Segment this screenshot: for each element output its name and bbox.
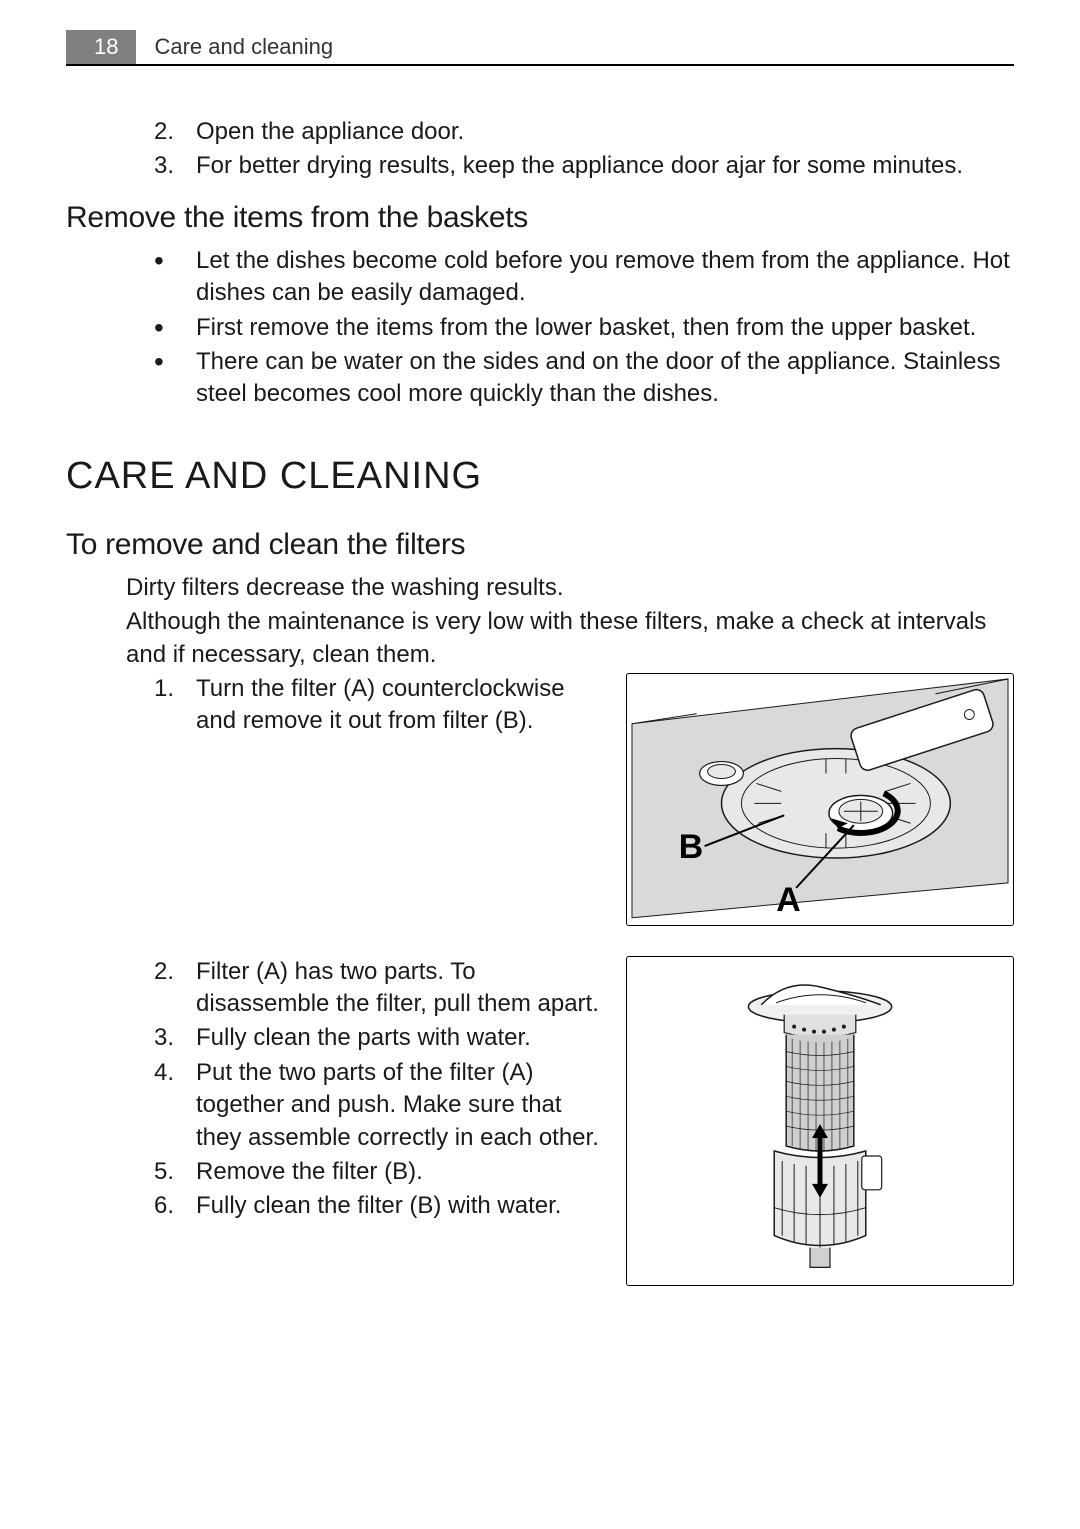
list-item: • Let the dishes become cold before you … [154, 245, 1014, 310]
section-heading-filters: To remove and clean the filters [66, 528, 1014, 562]
item-number: 4. [154, 1057, 196, 1154]
figure-label-a: A [776, 881, 800, 919]
page-root: 18 Care and cleaning 2. Open the applian… [0, 0, 1080, 1286]
item-text: Let the dishes become cold before you re… [196, 245, 1014, 310]
item-number: 6. [154, 1190, 196, 1222]
header-title: Care and cleaning [136, 30, 333, 64]
page-header: 18 Care and cleaning [66, 30, 1014, 66]
item-number: 1. [154, 673, 196, 738]
content-area: 2. Open the appliance door. 3. For bette… [66, 116, 1014, 183]
baskets-content: • Let the dishes become cold before you … [66, 245, 1014, 411]
main-heading: CARE AND CLEANING [66, 455, 1014, 498]
list-item: 3. Fully clean the parts with water. [154, 1022, 606, 1054]
list-item: 2. Open the appliance door. [154, 116, 1014, 148]
section-heading-baskets: Remove the items from the baskets [66, 201, 1014, 235]
page-number-box: 18 [66, 30, 136, 64]
item-number: 2. [154, 116, 196, 148]
item-text: For better drying results, keep the appl… [196, 150, 963, 182]
step1-row: 1. Turn the filter (A) counterclockwise … [66, 673, 1014, 926]
step1-list: 1. Turn the filter (A) counterclockwise … [124, 673, 606, 738]
item-text: Turn the filter (A) counterclockwise and… [196, 673, 606, 738]
steps-2-6-row: 2. Filter (A) has two parts. To disassem… [66, 956, 1014, 1286]
item-text: Put the two parts of the filter (A) toge… [196, 1057, 606, 1154]
list-item: 2. Filter (A) has two parts. To disassem… [154, 956, 606, 1021]
list-item: 3. For better drying results, keep the a… [154, 150, 1014, 182]
item-number: 3. [154, 1022, 196, 1054]
list-item: 1. Turn the filter (A) counterclockwise … [154, 673, 606, 738]
filters-intro-2: Although the maintenance is very low wit… [66, 606, 1014, 671]
item-text: First remove the items from the lower ba… [196, 312, 976, 344]
item-text: Open the appliance door. [196, 116, 464, 148]
top-numbered-list: 2. Open the appliance door. 3. For bette… [124, 116, 1014, 183]
page-number: 18 [94, 34, 118, 60]
figure-label-b: B [679, 828, 703, 866]
item-number: 3. [154, 150, 196, 182]
item-number: 5. [154, 1156, 196, 1188]
list-item: • There can be water on the sides and on… [154, 346, 1014, 411]
bullet-icon: • [154, 312, 196, 344]
filters-intro-1: Dirty filters decrease the washing resul… [66, 572, 1014, 604]
figure-filter-location: B A [626, 673, 1014, 926]
item-text: Fully clean the filter (B) with water. [196, 1190, 561, 1222]
item-text: Filter (A) has two parts. To disassemble… [196, 956, 606, 1021]
item-text: There can be water on the sides and on t… [196, 346, 1014, 411]
list-item: 6. Fully clean the filter (B) with water… [154, 1190, 606, 1222]
item-number: 2. [154, 956, 196, 1021]
item-text: Fully clean the parts with water. [196, 1022, 531, 1054]
item-text: Remove the filter (B). [196, 1156, 423, 1188]
bullet-icon: • [154, 245, 196, 310]
steps-list: 2. Filter (A) has two parts. To disassem… [124, 956, 606, 1223]
baskets-bullets: • Let the dishes become cold before you … [124, 245, 1014, 411]
list-item: • First remove the items from the lower … [154, 312, 1014, 344]
list-item: 5. Remove the filter (B). [154, 1156, 606, 1188]
bullet-icon: • [154, 346, 196, 411]
figure-filter-assembly [626, 956, 1014, 1286]
list-item: 4. Put the two parts of the filter (A) t… [154, 1057, 606, 1154]
